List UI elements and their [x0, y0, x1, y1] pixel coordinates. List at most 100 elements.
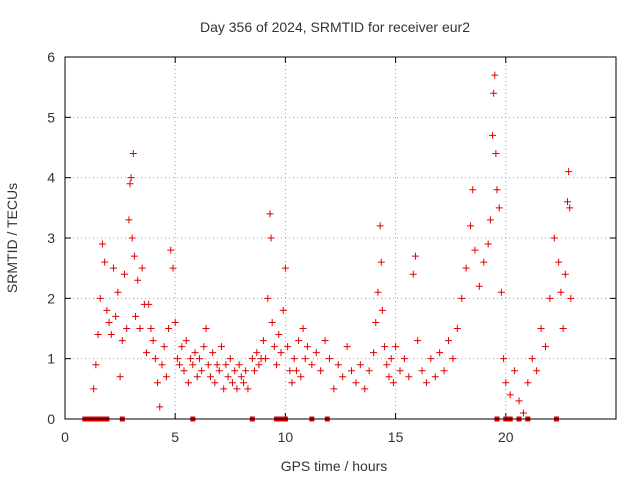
data-point	[123, 325, 131, 332]
data-point	[567, 294, 575, 302]
data-point	[220, 385, 228, 393]
data-point	[184, 379, 192, 387]
data-point	[365, 367, 373, 375]
data-point	[546, 294, 554, 302]
data-point	[565, 168, 573, 176]
data-point	[471, 246, 479, 254]
data-point	[502, 379, 510, 387]
data-point	[484, 240, 492, 248]
data-point	[173, 355, 181, 363]
data-point	[469, 186, 477, 194]
data-point	[151, 355, 159, 363]
data-point	[290, 355, 298, 363]
data-point	[187, 355, 195, 363]
data-point	[284, 343, 292, 351]
data-point	[94, 331, 102, 339]
data-point	[396, 367, 404, 375]
data-point	[178, 343, 186, 351]
data-point	[557, 288, 565, 296]
data-point	[116, 373, 124, 381]
data-point	[101, 258, 109, 266]
data-point	[541, 343, 549, 351]
data-point	[339, 373, 347, 381]
data-point	[240, 379, 248, 387]
data-point	[231, 367, 239, 375]
data-point	[189, 361, 197, 369]
y-tick-label: 0	[47, 411, 55, 427]
data-point	[492, 150, 500, 158]
data-point	[182, 337, 190, 345]
data-point	[566, 204, 574, 212]
data-point	[449, 355, 457, 363]
data-point	[167, 246, 175, 254]
data-point	[297, 373, 305, 381]
data-point	[90, 385, 98, 393]
data-point	[114, 288, 122, 296]
data-point	[376, 222, 384, 230]
data-point	[409, 270, 417, 278]
x-axis-label: GPS time / hours	[281, 458, 388, 474]
x-tick-label: 15	[388, 429, 404, 445]
data-point	[259, 337, 267, 345]
data-point	[489, 131, 497, 139]
data-point	[253, 349, 261, 357]
data-point	[356, 361, 364, 369]
data-point	[136, 325, 144, 332]
data-point	[528, 355, 536, 363]
data-point	[130, 252, 138, 260]
data-point	[288, 379, 296, 387]
data-point	[292, 367, 300, 375]
data-point	[96, 294, 104, 302]
data-point	[389, 379, 397, 387]
data-point	[268, 318, 276, 326]
data-point	[109, 264, 117, 272]
data-point	[149, 337, 157, 345]
data-point	[348, 367, 356, 375]
data-point	[195, 355, 203, 363]
data-point	[165, 325, 173, 332]
data-point	[162, 373, 170, 381]
data-point	[317, 367, 325, 375]
data-point	[281, 264, 289, 272]
data-point	[158, 361, 166, 369]
data-point	[352, 379, 360, 387]
data-point	[537, 325, 545, 332]
data-point	[143, 349, 151, 357]
data-point	[506, 391, 514, 399]
data-point	[330, 385, 338, 393]
data-point	[462, 264, 470, 272]
data-point	[244, 385, 252, 393]
data-point	[550, 234, 558, 242]
data-point	[277, 349, 285, 357]
data-point	[515, 397, 523, 405]
data-point	[392, 343, 400, 351]
data-point	[125, 216, 133, 224]
data-point	[480, 258, 488, 266]
data-point	[436, 349, 444, 357]
data-point	[112, 312, 120, 320]
data-point	[98, 240, 106, 248]
data-point	[500, 355, 508, 363]
data-point	[103, 306, 111, 314]
data-point	[295, 337, 303, 345]
grid-lines	[65, 57, 616, 419]
x-tick-label: 20	[498, 429, 514, 445]
data-point	[511, 367, 519, 375]
data-point	[191, 349, 199, 357]
y-tick-label: 2	[47, 290, 55, 306]
y-axis-label: SRMTID / TECUs	[4, 183, 20, 293]
data-point	[275, 331, 283, 339]
data-point	[217, 343, 225, 351]
data-point	[180, 367, 188, 375]
data-point	[242, 367, 250, 375]
data-point	[266, 210, 274, 218]
data-point	[486, 216, 494, 224]
data-point	[121, 270, 129, 278]
data-point	[127, 174, 135, 182]
data-point	[134, 276, 142, 284]
data-point	[224, 373, 232, 381]
data-point	[561, 270, 569, 278]
data-point	[524, 379, 532, 387]
data-point	[233, 385, 241, 393]
